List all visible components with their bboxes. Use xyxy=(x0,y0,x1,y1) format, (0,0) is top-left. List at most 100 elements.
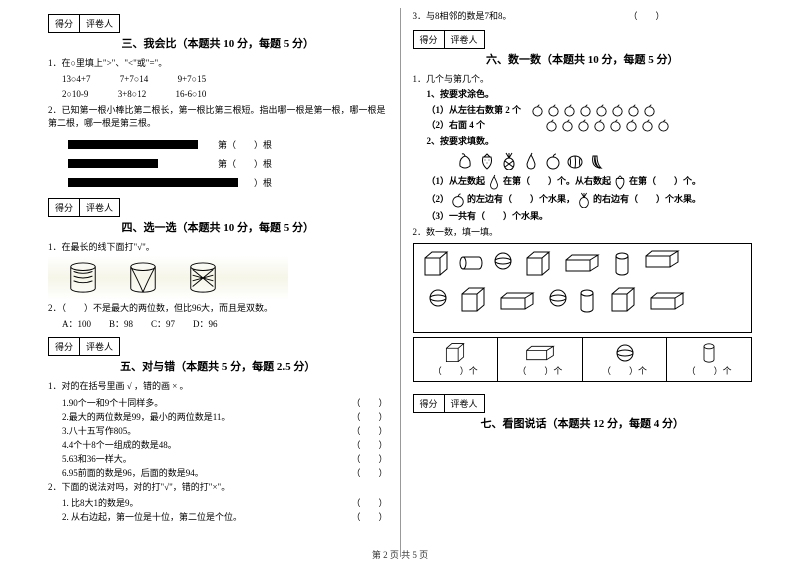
count-table: （ ）个 （ ）个 （ ）个 （ ）个 xyxy=(413,337,753,382)
sphere-icon xyxy=(616,344,634,362)
s6-h2: 2、按要求填数。 xyxy=(413,135,753,149)
pear-icon xyxy=(487,174,501,190)
apple-icon xyxy=(627,104,640,117)
apple-icon xyxy=(625,119,638,132)
s6-f1: （1）从左数起 在第（ ）个。从右数起 在第（ ）个。 xyxy=(413,174,753,190)
s6-l2-row: （2）右面 4 个 xyxy=(413,119,753,133)
s4-q1: 1．在最长的线下面打"√"。 xyxy=(48,241,388,255)
paren-blank: （ ） xyxy=(351,396,387,409)
paren-blank: （ ） xyxy=(351,510,387,523)
pineapple-icon xyxy=(577,192,591,208)
watermelon-icon xyxy=(567,152,583,170)
apple-icon xyxy=(593,119,606,132)
s4-q2-opts: A：100 B：98 C：97 D：96 xyxy=(48,318,388,332)
tf-item: 1. 比8大1的数是9。 xyxy=(62,496,139,509)
sphere-icon xyxy=(494,252,512,270)
strawberry-icon xyxy=(479,152,495,170)
s6-h1: 1、按要求涂色。 xyxy=(413,88,753,102)
cuboid-icon xyxy=(564,254,600,272)
worksheet-page: 得分 评卷人 三、我会比（本题共 10 分，每题 5 分） 1．在○里填上">"… xyxy=(0,0,800,565)
tf-item: 6.95前面的数是96，后面的数是94。 xyxy=(62,466,204,479)
section-6-title: 六、数一数（本题共 10 分，每题 5 分） xyxy=(413,51,753,67)
s6-l2: （2）右面 4 个 xyxy=(427,119,486,133)
table-cell: （ ）个 xyxy=(667,338,751,381)
s6-f3: （3）一共有（ ）个水果。 xyxy=(413,210,753,224)
score-label: 得分 xyxy=(49,199,80,216)
grader-label: 评卷人 xyxy=(80,338,119,355)
cylinder-icon xyxy=(614,252,630,276)
bar-label: 第（ ）根 xyxy=(218,176,272,189)
page-footer: 第 2 页 共 5 页 xyxy=(0,548,800,561)
paren-blank: （ ） xyxy=(351,410,387,423)
s3-q1-row2: 2○10-9 3+8○12 16-6○10 xyxy=(48,88,388,102)
tf-item: 4.4个十8个一组成的数是48。 xyxy=(62,438,177,451)
right-column: 3．与8相邻的数是7和8。 （ ） 得分 评卷人 六、数一数（本题共 10 分，… xyxy=(405,8,761,557)
text: 的左边有（ ）个水果， xyxy=(467,193,575,207)
apple-icon xyxy=(643,104,656,117)
banana-icon xyxy=(589,152,605,170)
apple-icon xyxy=(641,119,654,132)
pineapple-icon xyxy=(501,152,517,170)
cylinder-icon xyxy=(459,256,483,270)
section-7-head: 得分 评卷人 xyxy=(413,394,753,413)
paren-blank: （ ） xyxy=(351,466,387,479)
apple-row xyxy=(531,104,656,117)
text: 在第（ ）个。从右数起 xyxy=(503,175,611,189)
bar-label: 第（ ）根 xyxy=(218,157,272,170)
bar-1 xyxy=(68,140,198,149)
apple-icon xyxy=(657,119,670,132)
expr: 9+7○15 xyxy=(178,74,207,84)
score-box: 得分 评卷人 xyxy=(413,30,485,49)
score-box: 得分 评卷人 xyxy=(48,198,120,217)
left-column: 得分 评卷人 三、我会比（本题共 10 分，每题 5 分） 1．在○里填上">"… xyxy=(40,8,396,557)
shapes-box xyxy=(413,243,753,333)
cube-icon xyxy=(609,286,637,314)
tf-item: 2.最大的两位数是99，最小的两位数是11。 xyxy=(62,410,230,423)
expr: 13○4+7 xyxy=(62,74,91,84)
expr: 7+7○14 xyxy=(120,74,149,84)
cube-icon xyxy=(459,286,487,314)
score-box: 得分 评卷人 xyxy=(48,337,120,356)
score-label: 得分 xyxy=(49,15,80,32)
s3-q2: 2．已知第一根小棒比第二根长，第一根比第三根短。指出哪一根是第一根，哪一根是第二… xyxy=(48,104,388,131)
count-label: （ ）个 xyxy=(669,364,749,377)
expr: 3+8○12 xyxy=(118,89,147,99)
fruit-row xyxy=(443,152,753,170)
apple-icon xyxy=(563,104,576,117)
section-5-head: 得分 评卷人 xyxy=(48,337,388,356)
cylinder-icon xyxy=(188,262,218,294)
strawberry-icon xyxy=(613,174,627,190)
s6-l1: （1）从左往右数第 2 个 xyxy=(427,104,522,118)
bar-label: 第（ ）根 xyxy=(218,138,272,151)
apple-icon xyxy=(545,152,561,170)
text: 的右边有（ ）个水果。 xyxy=(593,193,701,207)
cuboid-icon xyxy=(525,345,555,361)
grader-label: 评卷人 xyxy=(445,395,484,412)
s6-f2: （2） 的左边有（ ）个水果， 的右边有（ ）个水果。 xyxy=(413,192,753,208)
cuboid-icon xyxy=(649,292,685,310)
apple-icon xyxy=(531,104,544,117)
apple-icon xyxy=(577,119,590,132)
cube-icon xyxy=(422,250,450,278)
top-right-line: 3．与8相邻的数是7和8。 （ ） xyxy=(413,10,753,24)
score-label: 得分 xyxy=(414,395,445,412)
cube-icon xyxy=(444,342,466,364)
bar-2 xyxy=(68,159,158,168)
s6-q2: 2．数一数，填一填。 xyxy=(413,226,753,240)
grader-label: 评卷人 xyxy=(80,15,119,32)
text: 在第（ ）个。 xyxy=(629,175,701,189)
score-box: 得分 评卷人 xyxy=(413,394,485,413)
paren-blank: （ ） xyxy=(351,452,387,465)
peach-icon xyxy=(457,152,473,170)
tf-item: 5.63和36一样大。 xyxy=(62,452,132,465)
table-cell: （ ）个 xyxy=(583,338,668,381)
table-cell: （ ）个 xyxy=(498,338,583,381)
cylinder-icon xyxy=(702,343,716,363)
section-6-head: 得分 评卷人 xyxy=(413,30,753,49)
tf-item: 1.90个一和9个十同样多。 xyxy=(62,396,163,409)
bar-diagram: 第（ ）根 第（ ）根 第（ ）根 xyxy=(68,135,388,192)
s6-l1-row: （1）从左往右数第 2 个 xyxy=(413,104,753,118)
section-4-title: 四、选一选（本题共 10 分，每题 5 分） xyxy=(48,219,388,235)
apple-icon xyxy=(609,119,622,132)
text: （2） xyxy=(427,193,450,207)
